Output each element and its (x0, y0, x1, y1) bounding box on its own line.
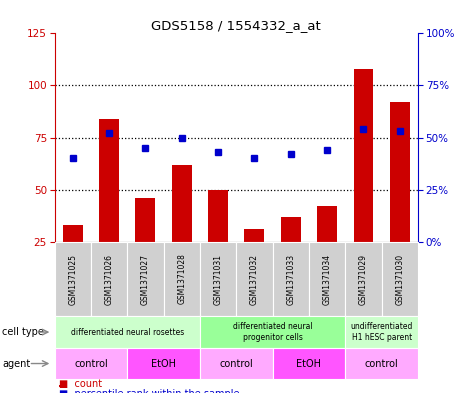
Text: ■  count: ■ count (59, 379, 103, 389)
Text: GSM1371029: GSM1371029 (359, 253, 368, 305)
Bar (127, 242, 163, 316)
Text: EtOH: EtOH (296, 358, 322, 369)
Bar (345, 242, 381, 316)
Bar (99, 119, 119, 242)
Bar (281, 217, 301, 242)
Bar (345, 316, 418, 348)
Text: cell type: cell type (2, 327, 44, 337)
Text: GSM1371033: GSM1371033 (286, 253, 295, 305)
Bar (55, 242, 91, 316)
Bar (245, 229, 265, 242)
Text: GSM1371034: GSM1371034 (323, 253, 332, 305)
Text: control: control (219, 358, 253, 369)
Bar (309, 242, 345, 316)
Text: differentiated neural
progenitor cells: differentiated neural progenitor cells (233, 322, 313, 342)
Bar (353, 69, 373, 242)
Bar (55, 316, 200, 348)
Text: differentiated neural rosettes: differentiated neural rosettes (71, 328, 184, 336)
Bar (381, 242, 418, 316)
Bar (273, 348, 345, 379)
Bar (135, 198, 155, 242)
Bar (127, 348, 200, 379)
Text: control: control (74, 358, 108, 369)
Text: GSM1371032: GSM1371032 (250, 253, 259, 305)
Bar (200, 348, 273, 379)
Text: GSM1371026: GSM1371026 (104, 253, 114, 305)
Bar (345, 348, 418, 379)
Text: GSM1371030: GSM1371030 (395, 253, 404, 305)
Bar (163, 242, 200, 316)
Bar (63, 225, 83, 242)
Bar (55, 348, 127, 379)
Title: GDS5158 / 1554332_a_at: GDS5158 / 1554332_a_at (152, 19, 321, 32)
Bar (390, 102, 410, 242)
Text: control: control (365, 358, 399, 369)
Text: GSM1371027: GSM1371027 (141, 253, 150, 305)
Bar (317, 206, 337, 242)
Text: EtOH: EtOH (151, 358, 176, 369)
Text: GSM1371031: GSM1371031 (214, 253, 223, 305)
Bar (59, 385, 62, 387)
Bar (273, 242, 309, 316)
Text: undifferentiated
H1 hESC parent: undifferentiated H1 hESC parent (351, 322, 413, 342)
Bar (172, 165, 192, 242)
Bar (91, 242, 127, 316)
Bar (208, 189, 228, 242)
Text: GSM1371025: GSM1371025 (68, 253, 77, 305)
Text: GSM1371028: GSM1371028 (177, 253, 186, 305)
Bar (200, 316, 345, 348)
Text: agent: agent (2, 358, 30, 369)
Bar (237, 242, 273, 316)
Text: ■  percentile rank within the sample: ■ percentile rank within the sample (59, 389, 240, 393)
Bar (200, 242, 237, 316)
